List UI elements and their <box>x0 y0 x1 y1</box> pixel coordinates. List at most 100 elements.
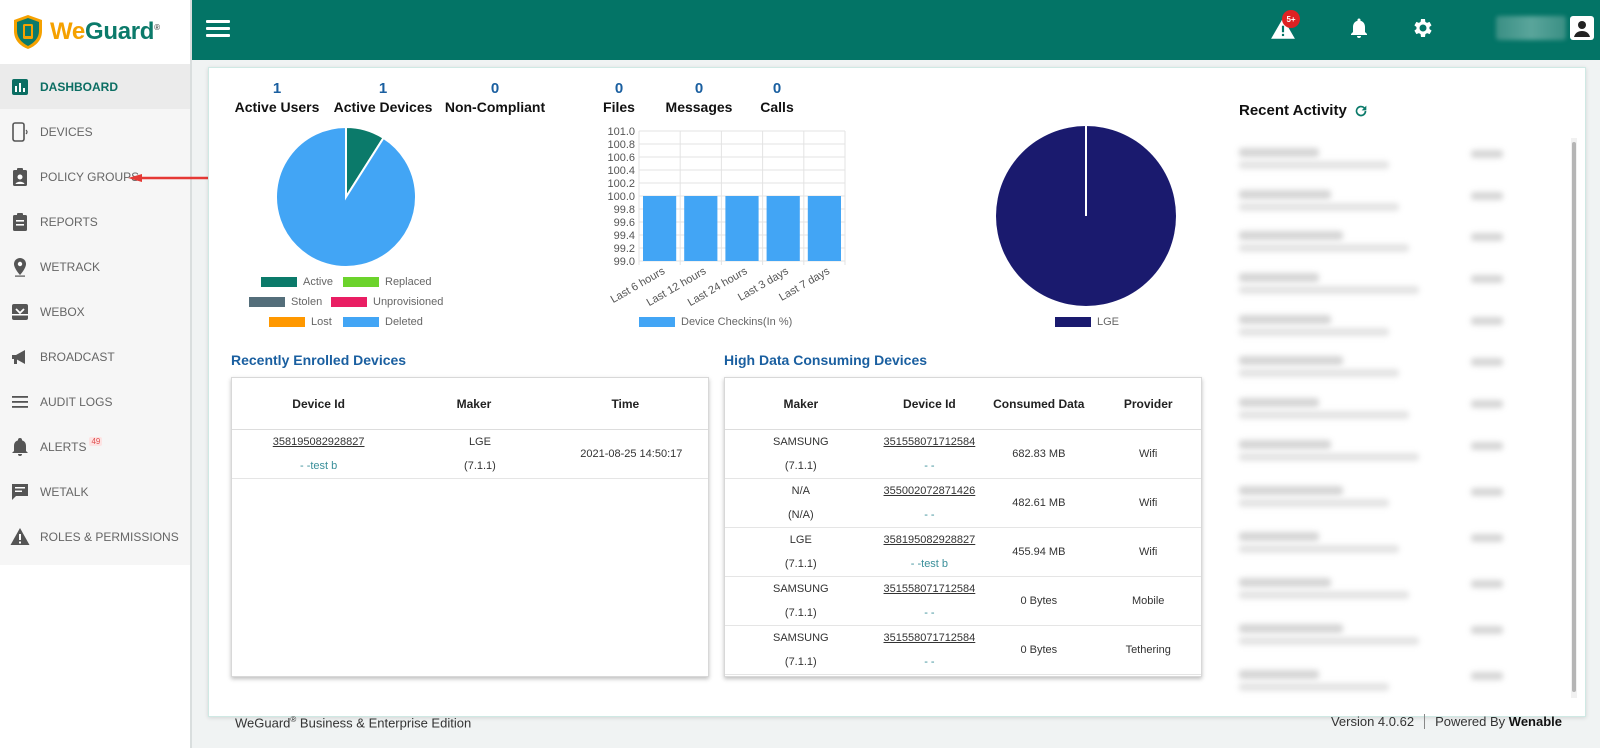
provider: Wifi <box>1139 497 1158 509</box>
sidebar-item-policy-groups[interactable]: POLICY GROUPS <box>0 154 190 199</box>
sidebar-item-dashboard[interactable]: DASHBOARD <box>0 64 190 109</box>
stat-non-compliant[interactable]: 0 Non-Compliant <box>443 80 547 115</box>
bar-last-24-hours[interactable] <box>725 196 759 261</box>
device-name-link[interactable]: - - <box>924 607 935 619</box>
column-header[interactable]: Provider <box>1123 396 1173 411</box>
gear-icon <box>1414 19 1432 37</box>
sidebar-item-wetrack[interactable]: WETRACK <box>0 244 190 289</box>
legend-item-stolen[interactable]: Stolen <box>249 296 322 308</box>
notifications-button[interactable] <box>1347 16 1375 44</box>
os-version: (7.1.1) <box>784 607 817 619</box>
legend-item-active[interactable]: Active <box>261 276 333 288</box>
os-version: (N/A) <box>787 509 814 521</box>
sidebar-nav: DASHBOARD DEVICES POLICY GROUPS REPORTS … <box>0 64 190 565</box>
device-id-link[interactable]: 351558071712584 <box>883 583 976 595</box>
table-row[interactable]: SAMSUNG (7.1.1) 351558071712584 - - 0 Byte… <box>725 577 1201 626</box>
maker-cell: LGE (7.1.1) <box>725 528 877 576</box>
stat-label: Files <box>603 99 635 115</box>
device-checkins-bar-chart[interactable]: 101.0100.8100.6100.4100.2100.099.899.699… <box>589 122 849 322</box>
column-header[interactable]: Time <box>611 396 640 411</box>
sidebar-item-reports[interactable]: REPORTS <box>0 199 190 244</box>
os-version: (7.1.1) <box>784 558 817 570</box>
legend-swatch <box>343 317 379 327</box>
activity-scrollbar-thumb[interactable] <box>1572 142 1576 692</box>
column-header[interactable]: Device Id <box>903 396 956 411</box>
legend-label: Unprovisioned <box>373 296 444 308</box>
device-id-link[interactable]: 355002072871426 <box>883 485 976 497</box>
menu-icon[interactable] <box>206 20 230 40</box>
column-header[interactable]: Maker <box>783 396 819 411</box>
table-row[interactable]: LGE (7.1.1) 358195082928827 - -test b 455.… <box>725 528 1201 577</box>
weguard-logo[interactable]: WeGuard® <box>0 0 190 64</box>
y-tick-label: 99.4 <box>614 230 635 242</box>
column-header[interactable]: Consumed Data <box>993 396 1085 411</box>
device-id-link[interactable]: 358195082928827 <box>272 436 365 448</box>
device-name-link[interactable]: - - <box>924 656 935 668</box>
recent-activity-header: Recent Activity <box>1239 102 1369 119</box>
maker-cell: N/A (N/A) <box>725 479 877 527</box>
legend-label: Device Checkins(In %) <box>681 316 793 328</box>
maker-cell: SAMSUNG (7.1.1) <box>725 626 877 674</box>
device-id-link[interactable]: 351558071712584 <box>883 632 976 644</box>
sidebar-item-wetalk[interactable]: WETALK <box>0 469 190 514</box>
stat-label: Calls <box>760 99 794 115</box>
bar-last-6-hours[interactable] <box>643 196 677 261</box>
account-icon[interactable] <box>1570 16 1594 40</box>
refresh-icon[interactable] <box>1353 103 1369 119</box>
bar-last-3-days[interactable] <box>766 196 800 261</box>
column-header[interactable]: Maker <box>456 396 492 411</box>
maker-pie-chart[interactable] <box>995 125 1177 307</box>
stat-label: Active Devices <box>333 99 433 115</box>
bar-last-12-hours[interactable] <box>684 196 718 261</box>
y-tick-label: 100.6 <box>607 152 635 164</box>
sidebar-item-roles-permissions[interactable]: ROLES & PERMISSIONS <box>0 514 190 559</box>
legend-item-unprovisioned[interactable]: Unprovisioned <box>331 296 443 308</box>
pie-slice-deleted[interactable] <box>275 126 417 268</box>
stat-files[interactable]: 0 Files <box>597 80 641 115</box>
stat-active-devices[interactable]: 1 Active Devices <box>331 80 435 115</box>
device-name-link[interactable]: - - <box>924 460 935 472</box>
legend-item-lost[interactable]: Lost <box>269 316 332 328</box>
sidebar-item-broadcast[interactable]: BROADCAST <box>0 334 190 379</box>
sidebar-item-webox[interactable]: WEBOX <box>0 289 190 334</box>
stat-messages[interactable]: 0 Messages <box>661 80 737 115</box>
stat-active-users[interactable]: 1 Active Users <box>233 80 321 115</box>
recent-activity-title: Recent Activity <box>1239 102 1347 119</box>
brand-guard: Guard <box>84 18 155 45</box>
user-name-blurred[interactable] <box>1496 16 1566 40</box>
sidebar-item-devices[interactable]: DEVICES <box>0 109 190 154</box>
sidebar-item-alerts[interactable]: ALERTS 49 <box>0 424 190 469</box>
settings-button[interactable] <box>1410 16 1438 44</box>
os-version: (7.1.1) <box>784 460 817 472</box>
bar-last-7-days[interactable] <box>807 196 841 261</box>
table-row[interactable]: SAMSUNG (7.1.1) 351558071712584 - - 0 Byte… <box>725 626 1201 675</box>
device-id-cell: 351558071712584 - - <box>877 626 983 674</box>
legend-item-replaced[interactable]: Replaced <box>343 276 431 288</box>
column-header[interactable]: Device Id <box>292 396 345 411</box>
device-name-link[interactable]: - - <box>924 509 935 521</box>
device-id-link[interactable]: 351558071712584 <box>883 436 976 448</box>
consumed-data: 0 Bytes <box>1020 644 1058 656</box>
table-row[interactable]: N/A (N/A) 355002072871426 - - 482.61 MB Wi… <box>725 479 1201 528</box>
stat-calls[interactable]: 0 Calls <box>755 80 799 115</box>
device-name-link[interactable]: - -test b <box>910 558 949 570</box>
legend-label: Lost <box>311 316 332 328</box>
table-row[interactable]: 358195082928827 - -test b LGE (7.1.1) 20… <box>232 430 708 479</box>
legend-item-deleted[interactable]: Deleted <box>343 316 423 328</box>
maker-legend: LGE <box>1055 316 1119 328</box>
brand-name: WeGuard® <box>50 18 160 46</box>
sidebar-item-audit-logs[interactable]: AUDIT LOGS <box>0 379 190 424</box>
stat-value: 1 <box>272 80 282 97</box>
device-status-pie-chart[interactable] <box>275 126 417 268</box>
sidebar-item-label: REPORTS <box>40 214 98 229</box>
device-name-link[interactable]: - -test b <box>299 460 338 472</box>
sidebar-item-label: WEBOX <box>40 304 85 319</box>
warning-alerts-button[interactable]: 5+ <box>1270 10 1300 44</box>
alerts-count-badge: 49 <box>89 437 103 446</box>
clipboard-list-icon <box>10 212 30 232</box>
table-row[interactable]: SAMSUNG (7.1.1) 351558071712584 - - 682.83… <box>725 430 1201 479</box>
device-id-link[interactable]: 358195082928827 <box>883 534 976 546</box>
table-header: Maker Device Id Consumed Data Provider <box>725 378 1201 430</box>
sidebar-item-label: BROADCAST <box>40 349 115 364</box>
os-version: (7.1.1) <box>464 460 496 472</box>
